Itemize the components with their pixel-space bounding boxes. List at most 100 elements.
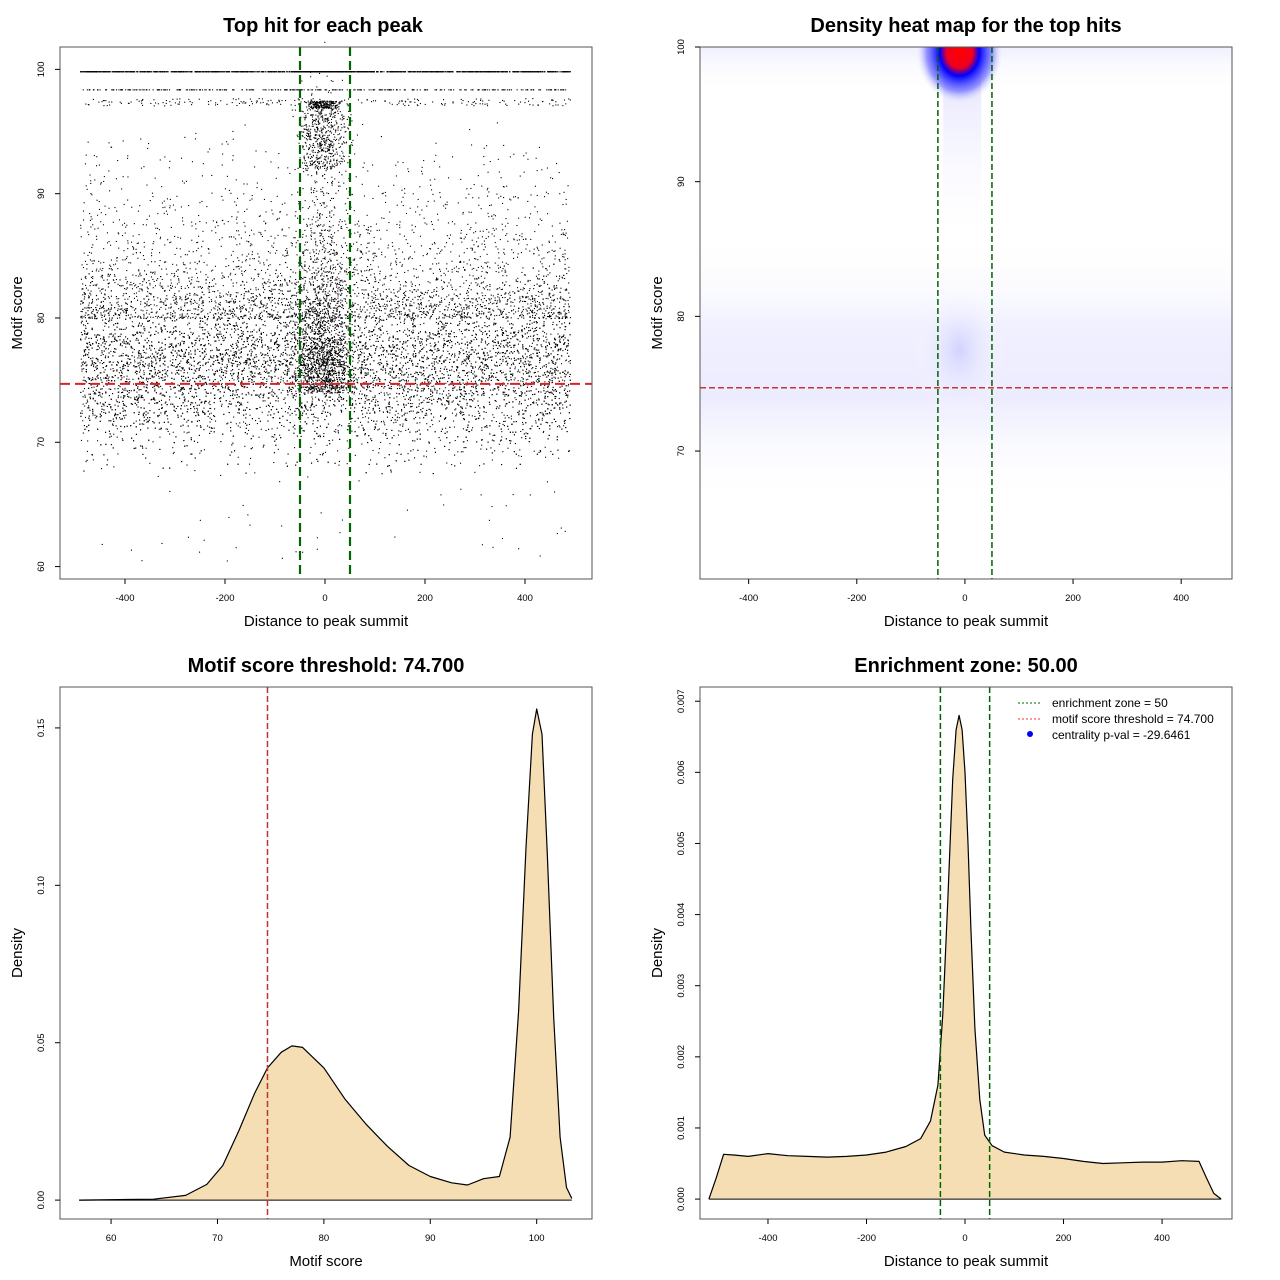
scatter-point — [115, 348, 117, 350]
scatter-point — [206, 337, 208, 339]
scatter-point — [301, 407, 303, 409]
scatter-point — [482, 332, 484, 334]
scatter-point — [292, 327, 294, 329]
scatter-point — [439, 439, 441, 441]
scatter-point — [282, 380, 284, 382]
scatter-point — [114, 404, 116, 406]
scatter-point — [88, 317, 90, 319]
scatter-point — [281, 424, 283, 426]
scatter-point — [513, 309, 515, 311]
scatter-point — [443, 345, 445, 347]
scatter-point — [536, 334, 538, 336]
scatter-point — [548, 371, 550, 373]
scatter-point — [512, 390, 514, 392]
scatter-point — [460, 317, 462, 319]
scatter-point — [466, 347, 468, 349]
scatter-point — [207, 415, 209, 417]
scatter-point — [405, 429, 407, 431]
scatter-point — [83, 368, 85, 370]
scatter-point — [212, 314, 214, 316]
scatter-point — [228, 360, 230, 362]
scatter-point — [416, 411, 418, 413]
scatter-point — [95, 336, 97, 338]
scatter-point — [151, 357, 153, 359]
scatter-point — [246, 361, 248, 363]
scatter-point — [184, 356, 186, 358]
scatter-point — [386, 428, 388, 430]
scatter-point — [481, 444, 483, 446]
scatter-point — [503, 355, 505, 357]
scatter-point — [496, 330, 498, 332]
scatter-point — [504, 377, 506, 379]
scatter-point — [262, 332, 264, 334]
scatter-point — [480, 299, 482, 301]
scatter-point — [473, 327, 475, 329]
scatter-point — [147, 364, 149, 366]
scatter-point — [291, 391, 293, 393]
scatter-point — [369, 335, 371, 337]
scatter-point — [545, 318, 547, 320]
scatter-point — [217, 389, 219, 391]
scatter-point — [293, 355, 295, 357]
scatter-point — [220, 380, 222, 382]
scatter-point — [533, 401, 535, 403]
scatter-point — [542, 325, 544, 327]
scatter-point — [380, 441, 382, 443]
scatter-point — [400, 370, 402, 372]
scatter-point — [305, 408, 307, 410]
scatter-point — [440, 415, 442, 417]
scatter-point — [257, 373, 259, 375]
scatter-point — [92, 390, 94, 392]
scatter-point — [552, 324, 554, 326]
scatter-point — [259, 339, 261, 341]
scatter-point — [536, 306, 538, 308]
scatter-point — [301, 328, 303, 330]
scatter-point — [318, 366, 320, 368]
scatter-point — [379, 379, 381, 381]
scatter-point — [407, 453, 409, 455]
scatter-point — [467, 378, 469, 380]
scatter-point — [368, 407, 370, 409]
scatter-point — [445, 359, 447, 361]
scatter-point — [418, 399, 420, 401]
scatter-point — [125, 309, 127, 311]
scatter-point — [533, 450, 535, 452]
scatter-point — [128, 363, 130, 365]
scatter-point — [215, 347, 217, 349]
scatter-point — [415, 416, 417, 418]
scatter-point — [116, 317, 118, 319]
scatter-point — [342, 333, 344, 335]
scatter-point — [362, 417, 364, 419]
scatter-point — [254, 365, 256, 367]
scatter-point — [176, 369, 178, 371]
scatter-point — [433, 352, 435, 354]
scatter-point — [97, 348, 99, 350]
scatter-point — [221, 403, 223, 405]
scatter-point — [173, 386, 175, 388]
scatter-point — [173, 405, 175, 407]
scatter-point — [264, 325, 266, 327]
scatter-point — [168, 307, 170, 309]
scatter-point — [476, 391, 478, 393]
scatter-point — [370, 459, 372, 461]
scatter-point — [479, 465, 481, 467]
scatter-point — [279, 355, 281, 357]
scatter-point — [351, 365, 353, 367]
scatter-point — [323, 406, 325, 408]
scatter-point — [363, 334, 365, 336]
scatter-point — [93, 386, 95, 388]
scatter-point — [273, 280, 275, 282]
scatter-point — [249, 307, 251, 309]
scatter-point — [126, 309, 128, 311]
scatter-point — [119, 386, 121, 388]
scatter-point — [193, 299, 195, 301]
scatter-point — [273, 356, 275, 358]
scatter-point — [173, 387, 175, 389]
scatter-point — [460, 462, 462, 464]
scatter-point — [359, 335, 361, 337]
scatter-point — [345, 341, 347, 343]
scatter-point — [547, 390, 549, 392]
scatter-point — [113, 370, 115, 372]
scatter-point — [99, 347, 101, 349]
scatter-point — [527, 351, 529, 353]
